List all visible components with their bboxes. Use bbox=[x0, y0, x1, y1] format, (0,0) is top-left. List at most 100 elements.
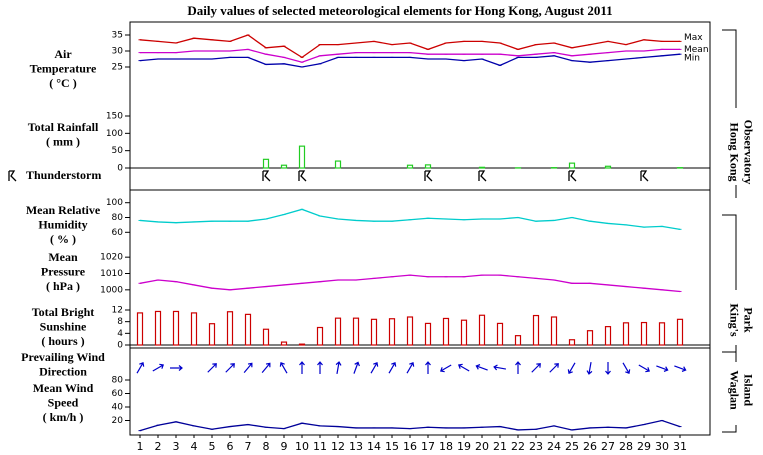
y-tick-label: 100 bbox=[106, 129, 123, 139]
arrow-shape bbox=[674, 365, 687, 372]
y-tick-label: 30 bbox=[112, 47, 124, 57]
arrow-shape bbox=[605, 362, 611, 375]
arrow-shape bbox=[457, 363, 470, 372]
bar bbox=[460, 319, 468, 346]
arrow-shape bbox=[243, 362, 253, 373]
x-tick-label: 28 bbox=[619, 440, 633, 453]
wind-arrow bbox=[425, 361, 431, 374]
y-tick-label: 40 bbox=[112, 403, 124, 413]
y-axis-label: Pressure bbox=[41, 264, 86, 278]
thunderstorm-icon bbox=[640, 170, 649, 182]
x-tick-label: 19 bbox=[457, 440, 471, 453]
bar bbox=[406, 164, 414, 169]
arrow-shape bbox=[656, 365, 669, 372]
wind-arrow bbox=[531, 363, 541, 373]
wind-arrow bbox=[475, 364, 488, 371]
x-tick-label: 21 bbox=[493, 440, 507, 453]
station-label: Island bbox=[741, 374, 755, 406]
y-axis-label: ( km/h ) bbox=[43, 410, 84, 424]
x-tick-label: 14 bbox=[367, 440, 381, 453]
y-tick-label: 1010 bbox=[100, 269, 123, 279]
wind-arrow bbox=[353, 361, 360, 374]
y-axis-label: Mean bbox=[48, 250, 78, 264]
x-tick-label: 5 bbox=[209, 440, 216, 453]
wind-arrow bbox=[656, 365, 669, 372]
x-tick-label: 20 bbox=[475, 440, 489, 453]
arrow-shape bbox=[493, 364, 507, 371]
y-axis-label: Air bbox=[54, 47, 72, 61]
bar bbox=[334, 317, 342, 346]
x-tick-label: 26 bbox=[583, 440, 597, 453]
wind-arrow bbox=[225, 363, 235, 373]
wind-arrow bbox=[136, 361, 145, 374]
x-tick-label: 1 bbox=[137, 440, 144, 453]
wind-arrow bbox=[638, 364, 651, 373]
station-label: Park bbox=[741, 307, 755, 333]
legend-label: Max bbox=[684, 33, 703, 43]
legend-label: Mean bbox=[684, 45, 709, 55]
x-tick-label: 24 bbox=[547, 440, 561, 453]
y-tick-label: 1020 bbox=[100, 253, 123, 263]
chart-title: Daily values of selected meteorological … bbox=[187, 3, 612, 18]
bar bbox=[424, 322, 432, 346]
arrow-shape bbox=[638, 364, 651, 373]
y-axis-label: Prevailing Wind bbox=[21, 350, 105, 364]
bar bbox=[334, 160, 342, 169]
y-tick-label: 8 bbox=[117, 317, 123, 327]
station-label: King's bbox=[727, 303, 741, 337]
bar bbox=[514, 335, 522, 346]
bar bbox=[550, 316, 558, 346]
y-axis-label: Temperature bbox=[30, 61, 97, 75]
bar bbox=[262, 158, 270, 169]
y-axis-label: Mean Wind bbox=[33, 381, 94, 395]
x-tick-label: 27 bbox=[601, 440, 615, 453]
wind-arrow bbox=[406, 361, 415, 374]
bar bbox=[136, 312, 144, 346]
y-axis-label: Sunshine bbox=[40, 319, 87, 333]
y-tick-label: 150 bbox=[106, 112, 123, 122]
x-tick-label: 29 bbox=[637, 440, 651, 453]
x-tick-label: 31 bbox=[673, 440, 687, 453]
x-tick-label: 15 bbox=[385, 440, 399, 453]
x-tick-label: 18 bbox=[439, 440, 453, 453]
y-axis-label: Total Bright bbox=[32, 305, 95, 319]
y-tick-label: 0 bbox=[117, 341, 123, 351]
arrow-shape bbox=[531, 363, 541, 373]
y-tick-label: 1000 bbox=[100, 285, 123, 295]
wind-arrow bbox=[549, 363, 559, 373]
wind-arrow bbox=[388, 361, 397, 374]
wind-arrow bbox=[586, 361, 593, 375]
wind-arrow bbox=[567, 362, 576, 375]
y-axis-label: ( mm ) bbox=[46, 134, 80, 148]
arrow-shape bbox=[370, 361, 379, 374]
bar bbox=[172, 310, 180, 346]
wind-arrow bbox=[439, 364, 452, 373]
bar bbox=[568, 162, 576, 169]
bar bbox=[280, 341, 288, 346]
y-tick-label: 20 bbox=[112, 416, 124, 426]
wind-arrow bbox=[261, 362, 271, 373]
wind-arrow bbox=[457, 363, 470, 372]
wind-arrow bbox=[299, 361, 305, 374]
arrow-shape bbox=[388, 361, 397, 374]
legend-label: Min bbox=[684, 54, 700, 64]
x-tick-label: 10 bbox=[295, 440, 309, 453]
arrow-shape bbox=[406, 361, 415, 374]
y-tick-label: 60 bbox=[112, 228, 124, 238]
bar bbox=[622, 322, 630, 346]
wind-arrow bbox=[170, 365, 183, 371]
arrow-shape bbox=[549, 363, 559, 373]
thunderstorm-icon bbox=[478, 170, 487, 182]
y-tick-label: 80 bbox=[112, 376, 124, 386]
bar bbox=[604, 165, 612, 169]
bar bbox=[568, 339, 576, 346]
wind-arrow bbox=[605, 362, 611, 375]
arrow-shape bbox=[279, 361, 288, 374]
y-tick-label: 0 bbox=[117, 164, 123, 174]
arrow-shape bbox=[586, 361, 593, 375]
x-tick-label: 11 bbox=[313, 440, 327, 453]
y-axis-label: ( °C ) bbox=[49, 76, 76, 90]
arrow-shape bbox=[299, 361, 305, 374]
arrow-shape bbox=[207, 363, 217, 373]
station-label: Waglan bbox=[727, 370, 741, 410]
